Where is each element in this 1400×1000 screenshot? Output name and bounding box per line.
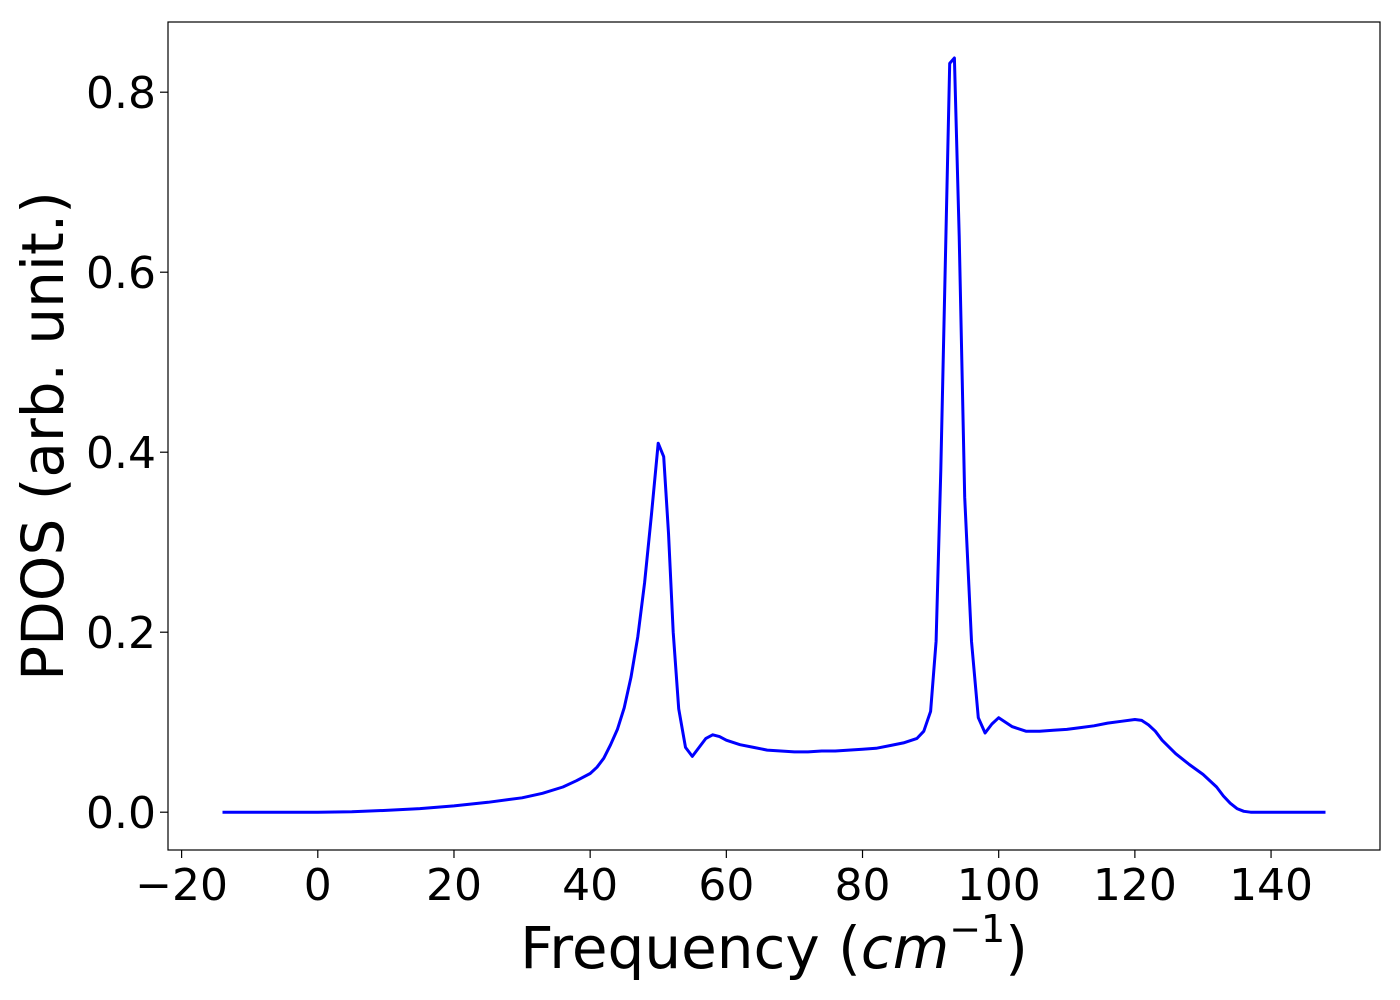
x-tick-label: 120 (1093, 860, 1177, 911)
x-tick-label: 0 (304, 860, 332, 911)
plot-frame (167, 21, 1381, 851)
x-tick-label: 80 (835, 860, 891, 911)
x-axis-label: Frequency (cm−1) (520, 907, 1028, 982)
x-axis-label-text: Frequency ( (520, 914, 861, 982)
plot-area (222, 56, 1326, 814)
x-tick-label: 100 (957, 860, 1041, 911)
x-axis-label-unit: cm (861, 914, 949, 982)
x-tick-label: 40 (562, 860, 618, 911)
x-tick-label: 60 (698, 860, 754, 911)
y-tick-label: 0.4 (86, 428, 156, 479)
y-tick-label: 0.2 (86, 608, 156, 659)
x-axis-ticks: −20 0 20 40 60 80 100 120 140 (135, 850, 1313, 911)
x-tick-label: 20 (426, 860, 482, 911)
y-axis-ticks: 0.0 0.2 0.4 0.6 0.8 (86, 68, 168, 839)
x-tick-label: −20 (135, 860, 228, 911)
y-axis-label: PDOS (arb. unit.) (9, 191, 77, 681)
y-tick-label: 0.8 (86, 68, 156, 119)
y-tick-label: 0.6 (86, 248, 156, 299)
pdos-series-line (222, 56, 1326, 814)
x-tick-label: 140 (1229, 860, 1313, 911)
y-tick-label: 0.0 (86, 788, 156, 839)
x-axis-label-exponent: −1 (949, 907, 1005, 951)
x-axis-label-close: ) (1005, 914, 1028, 982)
